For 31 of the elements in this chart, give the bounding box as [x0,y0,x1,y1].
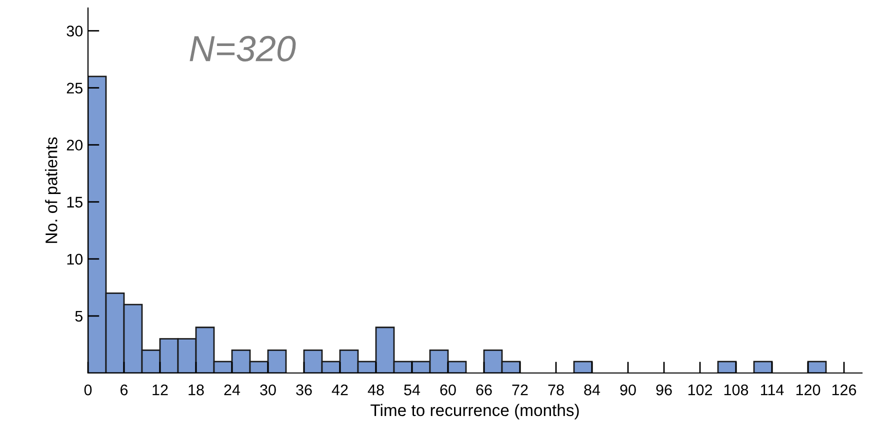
x-tick-label: 6 [120,384,128,396]
x-tick-label: 96 [656,384,672,396]
y-tick-label: 15 [67,196,82,208]
x-tick-label: 66 [476,384,492,396]
x-axis-title: Time to recurrence (months) [370,404,579,420]
x-tick-label: 24 [224,384,240,396]
x-tick-label: 72 [512,384,528,396]
x-tick-label: 90 [620,384,636,396]
y-tick-label: 30 [66,26,83,36]
x-tick-label: 84 [584,384,600,396]
x-tick-label: 60 [440,384,456,396]
x-tick-label: 36 [296,384,312,396]
x-tick-label: 108 [724,384,748,396]
y-tick-label: 5 [75,310,82,322]
y-tick-label: 25 [66,82,82,94]
y-tick-label: 20 [66,140,83,151]
x-tick-label: 30 [260,384,276,396]
x-tick-label: 48 [368,384,384,396]
x-tick-label: 54 [404,384,420,396]
annotation: N=320 [190,36,296,62]
x-tick-label: 42 [332,384,348,396]
x-tick-label: 18 [188,384,204,396]
x-tick-label: 120 [796,384,820,396]
x-tick-label: 126 [832,384,856,396]
x-tick-label: 102 [688,384,712,396]
x-tick-label: 114 [760,384,784,396]
x-tick-label: 0 [84,384,92,396]
y-tick-label: 10 [67,254,83,265]
y-axis-title: No. of patients [45,137,61,243]
x-tick-label: 78 [548,384,564,396]
x-tick-label: 12 [152,384,168,396]
